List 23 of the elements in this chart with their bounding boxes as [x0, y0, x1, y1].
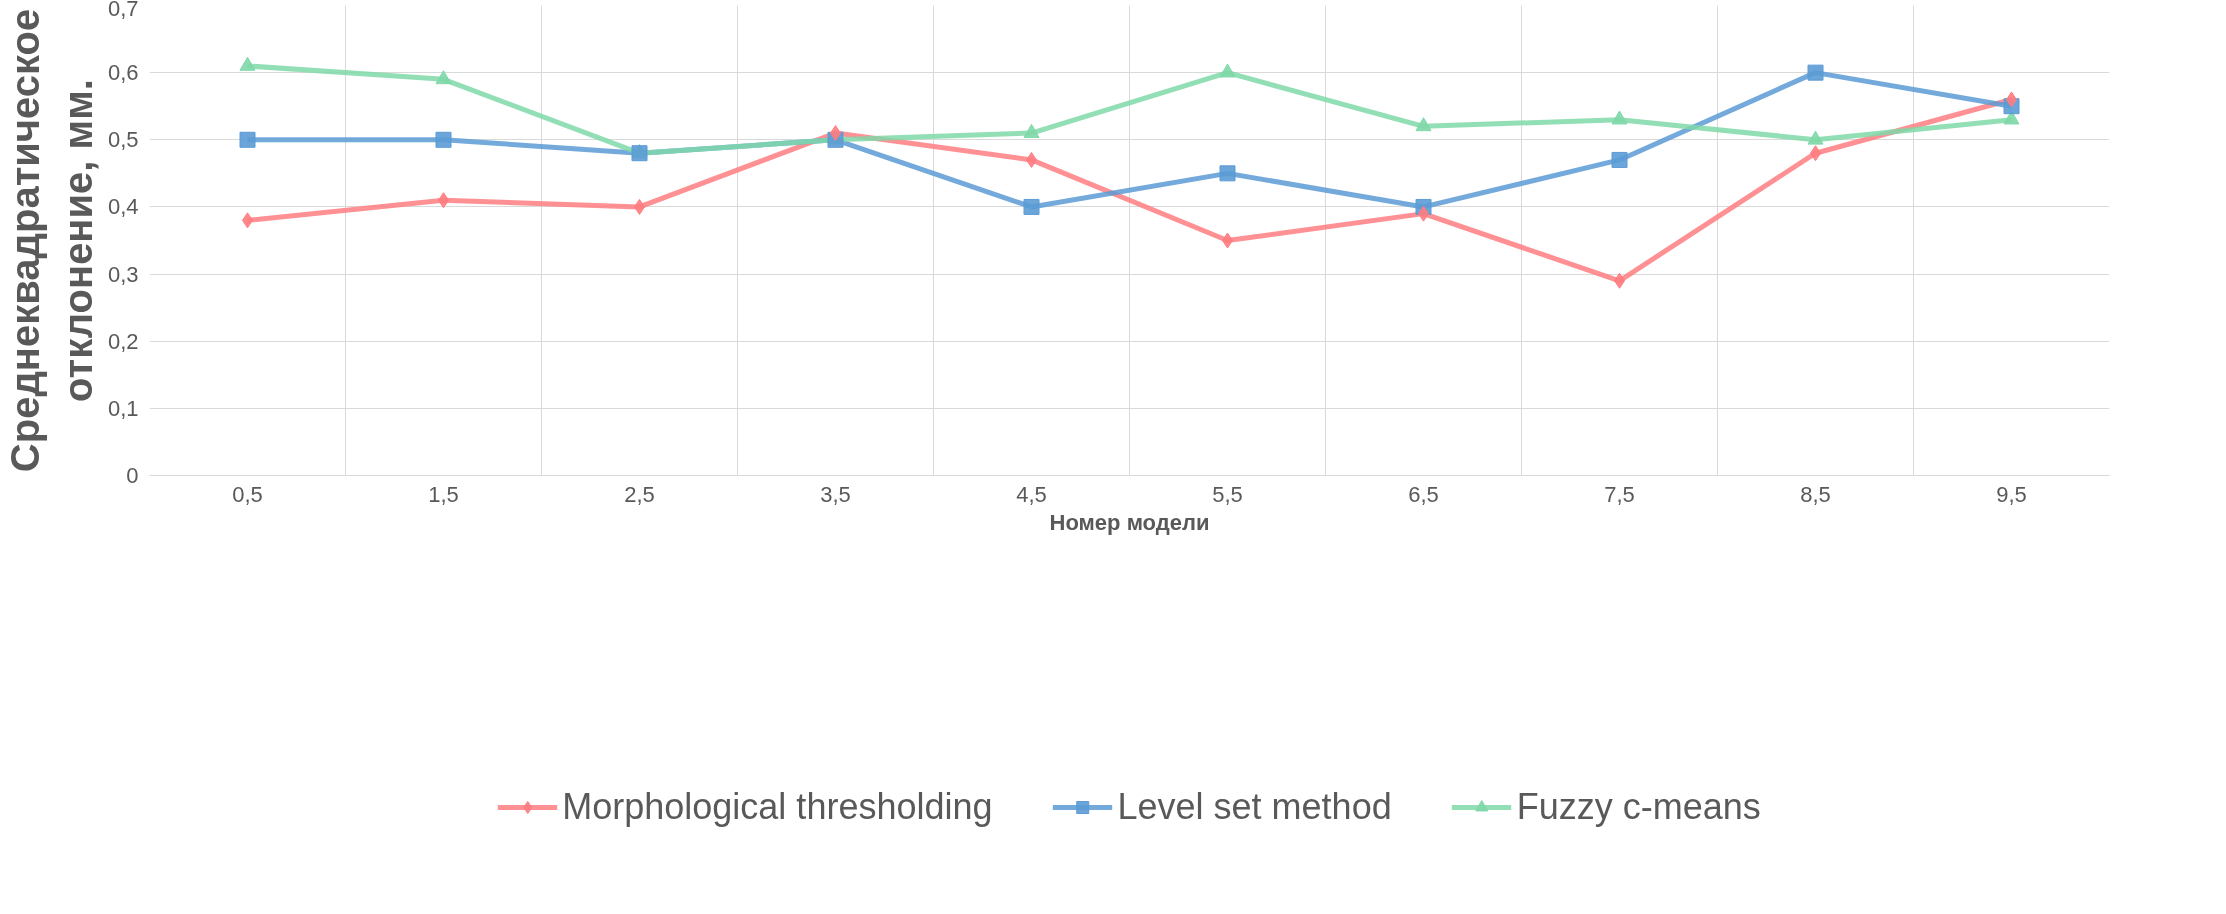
legend-label: Fuzzy c-means — [1516, 786, 1761, 828]
y-tick-label: 0,7 — [107, 0, 139, 21]
y-tick-label: 0,4 — [107, 194, 139, 220]
y-tick-label: 0,2 — [107, 328, 139, 354]
x-tick-label: 9,5 — [1996, 481, 2027, 507]
y-tick-label: 0 — [126, 463, 139, 488]
x-tick-label: 7,5 — [1604, 481, 1635, 507]
y-tick-label: 0,5 — [107, 127, 139, 153]
x-axis-title: Номер модели — [1049, 509, 1210, 535]
x-tick-label: 6,5 — [1408, 481, 1439, 507]
x-tick-label: 3,5 — [820, 481, 851, 507]
x-tick-label: 1,5 — [428, 481, 459, 507]
x-tick-label: 5,5 — [1212, 481, 1243, 507]
y-tick-label: 0,1 — [107, 395, 139, 421]
x-tick-label: 0,5 — [232, 481, 263, 507]
legend-label: Level set method — [1117, 786, 1392, 828]
legend-label: Morphological thresholding — [562, 786, 993, 828]
x-tick-label: 4,5 — [1016, 481, 1047, 507]
y-axis-title: Среднеквадратическое отклонение, мм. — [3, 8, 100, 473]
x-tick-label: 8,5 — [1800, 481, 1831, 507]
y-tick-label: 0,3 — [107, 261, 139, 287]
x-tick-label: 2,5 — [624, 481, 655, 507]
y-tick-label: 0,6 — [107, 60, 139, 86]
